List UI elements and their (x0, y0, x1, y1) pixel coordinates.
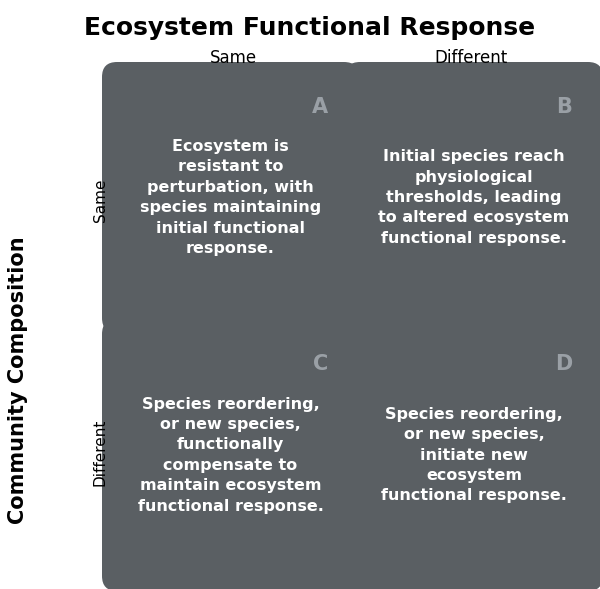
FancyBboxPatch shape (102, 319, 359, 589)
Text: D: D (555, 354, 572, 374)
Text: Different: Different (434, 49, 508, 67)
Text: Same: Same (210, 49, 257, 67)
Text: Ecosystem Functional Response: Ecosystem Functional Response (85, 16, 536, 40)
Text: Community Composition: Community Composition (8, 236, 28, 524)
Text: Ecosystem is
resistant to
perturbation, with
species maintaining
initial functio: Ecosystem is resistant to perturbation, … (140, 139, 321, 256)
Text: C: C (313, 354, 328, 374)
Text: Initial species reach
physiological
thresholds, leading
to altered ecosystem
fun: Initial species reach physiological thre… (379, 149, 569, 246)
FancyBboxPatch shape (345, 319, 600, 589)
Text: A: A (312, 97, 328, 117)
FancyBboxPatch shape (102, 62, 359, 333)
Text: Species reordering,
or new species,
initiate new
ecosystem
functional response.: Species reordering, or new species, init… (381, 406, 567, 503)
Text: B: B (556, 97, 572, 117)
Text: Same: Same (92, 178, 107, 222)
FancyBboxPatch shape (345, 62, 600, 333)
Text: Species reordering,
or new species,
functionally
compensate to
maintain ecosyste: Species reordering, or new species, func… (137, 396, 323, 514)
Text: Different: Different (92, 418, 107, 486)
